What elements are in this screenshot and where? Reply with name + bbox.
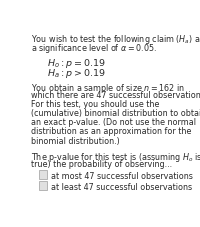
Text: at most 47 successful observations: at most 47 successful observations bbox=[51, 173, 193, 181]
Text: $H_a: p > 0.19$: $H_a: p > 0.19$ bbox=[47, 67, 105, 80]
Text: true) the probability of observing...: true) the probability of observing... bbox=[31, 160, 172, 169]
Text: distribution as an approximation for the: distribution as an approximation for the bbox=[31, 127, 192, 136]
Text: at least 47 successful observations: at least 47 successful observations bbox=[51, 183, 192, 192]
Text: $H_o: p = 0.19$: $H_o: p = 0.19$ bbox=[47, 57, 105, 70]
Text: an exact p-value. (Do not use the normal: an exact p-value. (Do not use the normal bbox=[31, 118, 196, 127]
Text: (cumulative) binomial distribution to obtain: (cumulative) binomial distribution to ob… bbox=[31, 109, 200, 118]
Text: binomial distribution.): binomial distribution.) bbox=[31, 136, 120, 146]
Text: You obtain a sample of size $n = 162$ in: You obtain a sample of size $n = 162$ in bbox=[31, 82, 185, 95]
Text: which there are 47 successful observations.: which there are 47 successful observatio… bbox=[31, 91, 200, 100]
Text: You wish to test the following claim ($H_a$) at: You wish to test the following claim ($H… bbox=[31, 33, 200, 46]
Text: For this test, you should use the: For this test, you should use the bbox=[31, 100, 160, 109]
Text: a significance level of $\alpha = 0.05$.: a significance level of $\alpha = 0.05$. bbox=[31, 42, 157, 55]
Text: The p-value for this test is (assuming $H_o$ is: The p-value for this test is (assuming $… bbox=[31, 151, 200, 164]
Bar bbox=[39, 181, 47, 190]
Bar bbox=[39, 170, 47, 179]
